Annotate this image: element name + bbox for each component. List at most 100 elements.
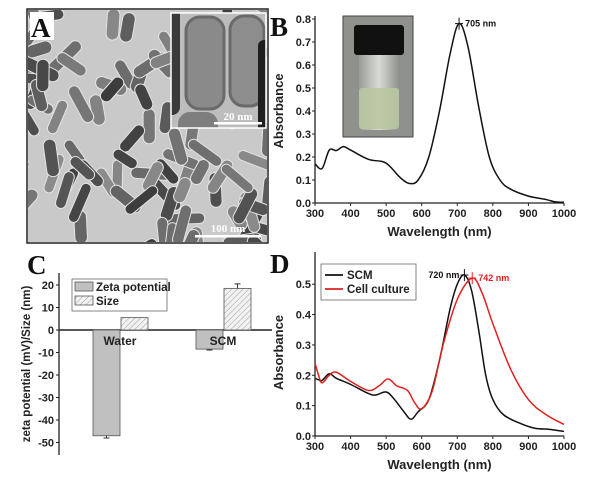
nanorod	[171, 204, 192, 242]
nanorod	[220, 163, 254, 194]
peak-label: 705 nm	[465, 19, 496, 29]
x-axis-label: Wavelength (nm)	[387, 224, 491, 239]
y-tick-label: 0.5	[296, 83, 311, 95]
nanorod	[67, 85, 95, 124]
panel-d-absorbance-chart: D 300 400 500 600 700 800 900 1000 0.0 0.1 0.2 0.3 0…	[270, 249, 576, 472]
y-tick-label: 0.4	[296, 310, 312, 322]
nanorod	[124, 185, 159, 215]
panel-b-absorbance-chart: B 300 400 500 600 700 800 900 1000 0.0 0.1 0.2 0.3 0…	[270, 12, 576, 239]
y-tick-label: 0.8	[296, 14, 311, 26]
x-tick-label: 900	[519, 208, 537, 220]
inset-scale-bar	[214, 122, 262, 125]
nanorod	[28, 40, 53, 59]
series-line-cell-culture	[314, 277, 565, 426]
y-tick-label: 10	[42, 303, 54, 315]
nanorod	[173, 177, 192, 204]
nanorod	[99, 76, 125, 103]
x-tick-label: 400	[341, 441, 359, 453]
y-tick-label: -20	[38, 370, 54, 382]
panel-c-bar-chart: C 20 10 0 -10 -20 -30 -40 -50 zeta potential (mV…	[21, 250, 272, 455]
y-tick-label: 0.3	[296, 129, 311, 141]
nanorod	[112, 148, 138, 170]
nanorod	[189, 159, 210, 186]
panel-a: A 20 nm 100 nm	[13, 8, 269, 247]
nanorod	[237, 150, 267, 173]
nanorod	[119, 12, 136, 43]
nanorod	[13, 215, 27, 247]
nanorod	[179, 229, 201, 242]
x-tick-label: 1000	[552, 208, 576, 220]
inset-scale-bar-label: 20 nm	[223, 111, 252, 123]
y-tick-label: -10	[38, 348, 54, 360]
nanorod	[134, 83, 154, 111]
main-scale-bar	[195, 235, 261, 238]
nanorod	[54, 171, 75, 209]
legend-label: Cell culture	[347, 284, 410, 296]
nanorod	[187, 138, 223, 167]
panel-label-c: C	[27, 250, 47, 280]
x-tick-label: 300	[306, 208, 324, 220]
nanorod	[28, 188, 39, 220]
x-tick-label: 500	[377, 441, 395, 453]
x-tick-label: 800	[484, 441, 502, 453]
nanorod	[67, 182, 92, 223]
y-tick-label: 0.7	[296, 37, 311, 49]
nanorod	[42, 138, 60, 178]
legend-label: Zeta potential	[96, 282, 171, 294]
y-tick-label: 0.0	[296, 431, 311, 443]
y-tick-label: 0.1	[296, 401, 311, 413]
legend-box	[320, 263, 417, 301]
nanorod	[246, 10, 267, 16]
main-scale-bar-label: 100 nm	[211, 223, 246, 235]
legend-label: SCM	[347, 270, 373, 282]
y-tick-label: 0	[48, 325, 54, 337]
series-line-spectrum	[314, 22, 565, 204]
x-tick-label: 600	[413, 208, 431, 220]
tem-inset-image	[171, 13, 266, 128]
x-tick-label: 700	[448, 441, 466, 453]
panel-label-bg	[30, 12, 54, 40]
nanorod	[69, 156, 96, 181]
y-tick-label: 0.3	[296, 340, 311, 352]
x-tick-label: 500	[377, 208, 395, 220]
x-tick-label: 400	[341, 208, 359, 220]
legend-swatch	[74, 295, 94, 306]
legend: SCM Cell culture	[320, 263, 417, 301]
x-tick-label: 900	[519, 441, 537, 453]
bar-size	[223, 287, 252, 331]
panel-label-d: D	[270, 249, 290, 279]
legend-swatch	[74, 281, 94, 292]
y-axis-label: zeta potential (mV)/Size (nm)	[21, 286, 33, 443]
nanorod	[132, 238, 158, 242]
legend-label: Size	[96, 296, 119, 308]
y-axis-label: Absorbance	[271, 315, 286, 390]
y-tick-label: -50	[38, 438, 54, 450]
x-tick-label: 800	[484, 208, 502, 220]
nanorod	[36, 58, 50, 93]
y-tick-label: -30	[38, 393, 54, 405]
nanorod	[46, 99, 69, 135]
x-axis-label: Wavelength (nm)	[387, 457, 491, 472]
nanorod	[260, 121, 267, 158]
nanorod	[232, 187, 259, 225]
panel-label-a: A	[31, 13, 51, 43]
x-tick-label: 700	[448, 208, 466, 220]
panel-label-b: B	[270, 12, 288, 42]
peak-label: 720 nm	[428, 270, 459, 280]
category-label: Water	[104, 334, 137, 348]
x-tick-label: 300	[306, 441, 324, 453]
bar-zeta-potential	[92, 329, 121, 437]
y-tick-label: -40	[38, 415, 54, 427]
category-label: SCM	[210, 334, 237, 348]
vial-photo-inset	[342, 15, 414, 138]
nanorod	[29, 78, 49, 113]
x-tick-label: 600	[413, 441, 431, 453]
nanorod	[142, 108, 156, 145]
nanorod	[28, 103, 40, 137]
nanorod	[56, 51, 87, 77]
x-tick-label: 1000	[552, 441, 576, 453]
y-tick-label: 0.0	[296, 198, 311, 210]
y-tick-label: 20	[42, 280, 54, 292]
legend: Zeta potential Size	[71, 278, 171, 312]
